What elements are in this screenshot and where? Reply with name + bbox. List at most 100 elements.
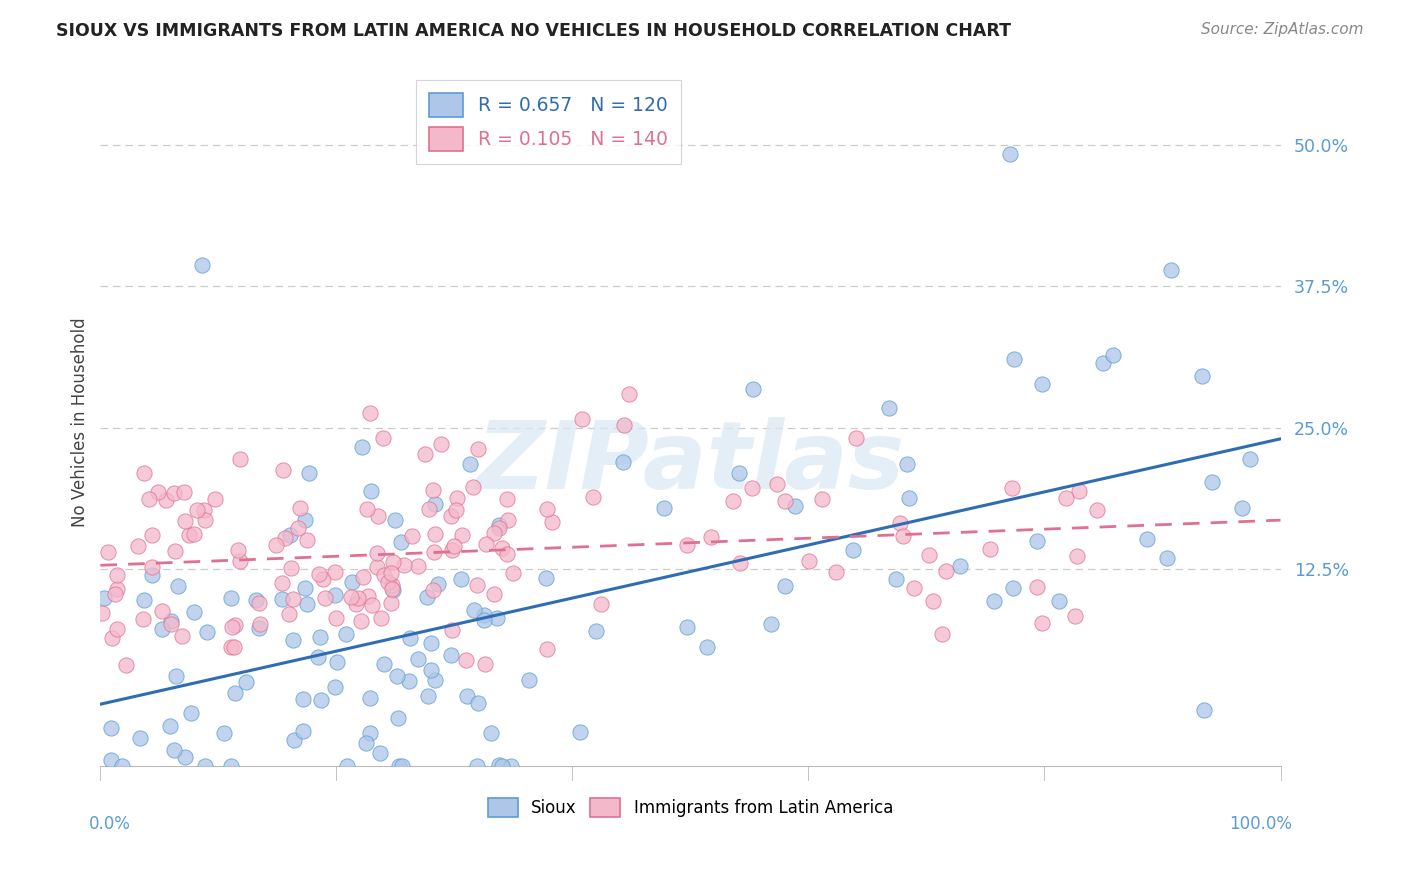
Point bbox=[581, 490, 603, 504]
Point bbox=[350, 614, 373, 628]
Point bbox=[491, 541, 513, 555]
Point bbox=[150, 622, 173, 636]
Point bbox=[195, 625, 218, 640]
Point bbox=[1230, 501, 1253, 516]
Point bbox=[294, 582, 316, 596]
Point bbox=[773, 494, 796, 508]
Point bbox=[418, 501, 440, 516]
Point bbox=[458, 457, 481, 471]
Point bbox=[155, 493, 177, 508]
Point bbox=[488, 521, 510, 535]
Point bbox=[104, 587, 127, 601]
Point bbox=[247, 621, 270, 635]
Point bbox=[291, 724, 314, 739]
Point bbox=[129, 731, 152, 745]
Point bbox=[163, 485, 186, 500]
Point bbox=[370, 611, 392, 625]
Point bbox=[465, 578, 488, 592]
Point bbox=[292, 691, 315, 706]
Point bbox=[105, 622, 128, 636]
Point bbox=[502, 566, 524, 581]
Point bbox=[536, 501, 558, 516]
Point bbox=[266, 538, 288, 552]
Point bbox=[571, 411, 593, 425]
Point bbox=[918, 548, 941, 562]
Point bbox=[295, 533, 318, 547]
Point bbox=[499, 759, 522, 773]
Point bbox=[273, 531, 295, 545]
Point bbox=[281, 591, 304, 606]
Point bbox=[288, 501, 311, 516]
Point bbox=[381, 555, 404, 569]
Point bbox=[441, 542, 464, 557]
Point bbox=[311, 572, 333, 586]
Point bbox=[352, 440, 374, 454]
Point bbox=[309, 693, 332, 707]
Point bbox=[245, 593, 267, 607]
Point bbox=[280, 561, 302, 575]
Point bbox=[419, 663, 441, 677]
Text: Source: ZipAtlas.com: Source: ZipAtlas.com bbox=[1201, 22, 1364, 37]
Point bbox=[585, 624, 607, 638]
Point bbox=[482, 587, 505, 601]
Point bbox=[422, 483, 444, 497]
Point bbox=[367, 509, 389, 524]
Point bbox=[534, 571, 557, 585]
Point bbox=[496, 491, 519, 506]
Point bbox=[450, 528, 472, 542]
Point bbox=[440, 648, 463, 662]
Point bbox=[430, 437, 453, 451]
Point bbox=[309, 630, 332, 644]
Point bbox=[174, 514, 197, 528]
Point bbox=[1136, 532, 1159, 546]
Point bbox=[91, 606, 114, 620]
Point bbox=[877, 401, 900, 415]
Point bbox=[496, 547, 519, 561]
Point bbox=[773, 579, 796, 593]
Point bbox=[948, 559, 970, 574]
Point bbox=[186, 502, 208, 516]
Point bbox=[271, 463, 294, 477]
Point bbox=[700, 530, 723, 544]
Point bbox=[983, 594, 1005, 608]
Point bbox=[398, 674, 420, 689]
Point bbox=[1085, 503, 1108, 517]
Point bbox=[387, 711, 409, 725]
Point bbox=[591, 597, 613, 611]
Point bbox=[486, 611, 509, 625]
Point bbox=[1067, 484, 1090, 499]
Point bbox=[294, 513, 316, 527]
Point bbox=[340, 575, 363, 590]
Point bbox=[163, 544, 186, 558]
Point bbox=[159, 719, 181, 733]
Point bbox=[1239, 451, 1261, 466]
Point bbox=[105, 582, 128, 596]
Point bbox=[517, 673, 540, 687]
Point bbox=[979, 542, 1001, 557]
Point bbox=[540, 515, 562, 529]
Point bbox=[1191, 368, 1213, 383]
Point bbox=[360, 484, 382, 499]
Point bbox=[467, 442, 489, 456]
Point bbox=[381, 578, 404, 592]
Point bbox=[101, 631, 124, 645]
Point bbox=[278, 528, 301, 542]
Point bbox=[391, 759, 413, 773]
Point bbox=[371, 431, 394, 445]
Point bbox=[226, 543, 249, 558]
Point bbox=[612, 455, 634, 469]
Point bbox=[346, 591, 368, 605]
Point bbox=[472, 607, 495, 622]
Point bbox=[183, 527, 205, 541]
Point bbox=[219, 640, 242, 654]
Point bbox=[219, 759, 242, 773]
Point bbox=[884, 572, 907, 586]
Point bbox=[444, 503, 467, 517]
Point bbox=[416, 689, 439, 703]
Point bbox=[380, 566, 402, 580]
Point bbox=[204, 491, 226, 506]
Point bbox=[160, 614, 183, 628]
Point bbox=[287, 521, 309, 535]
Legend: Sioux, Immigrants from Latin America: Sioux, Immigrants from Latin America bbox=[481, 791, 900, 823]
Point bbox=[423, 673, 446, 687]
